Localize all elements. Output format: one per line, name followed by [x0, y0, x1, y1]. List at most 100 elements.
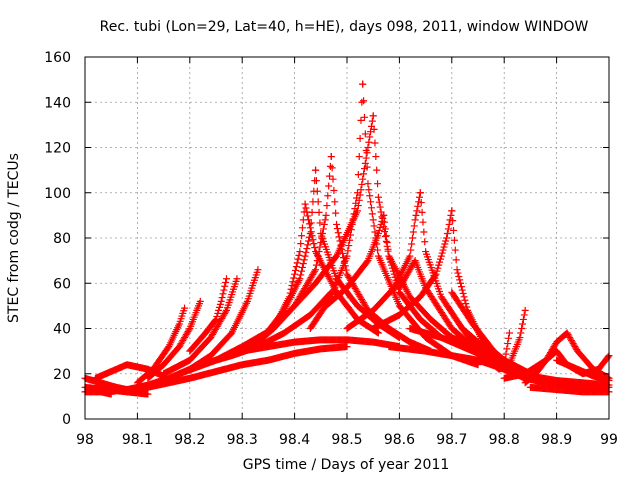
data-point — [296, 275, 304, 283]
data-point — [432, 270, 440, 278]
x-axis-label: GPS time / Days of year 2011 — [243, 457, 450, 473]
data-point — [457, 279, 465, 287]
data-point — [382, 232, 390, 240]
data-point — [308, 232, 316, 240]
data-point — [439, 246, 447, 254]
data-point — [360, 165, 368, 173]
data-point — [384, 245, 392, 253]
data-point — [370, 222, 378, 230]
data-point — [295, 251, 303, 259]
data-point — [413, 207, 421, 215]
y-tick-label: 80 — [53, 231, 71, 247]
data-point — [312, 166, 320, 174]
y-tick-label: 60 — [53, 276, 71, 292]
data-point — [452, 256, 460, 264]
data-point — [374, 193, 382, 201]
data-point — [449, 217, 457, 225]
data-point — [374, 329, 382, 337]
data-point — [373, 166, 381, 174]
data-point — [457, 283, 465, 291]
data-point — [454, 269, 462, 277]
data-point — [519, 315, 527, 323]
x-tick-label: 99 — [600, 432, 618, 448]
data-point — [356, 134, 364, 142]
data-point — [361, 159, 369, 167]
data-point — [409, 234, 416, 242]
track-series — [123, 343, 351, 396]
data-point — [385, 252, 393, 260]
data-point — [518, 325, 526, 332]
data-point — [316, 219, 324, 227]
data-point — [456, 276, 464, 284]
data-point — [451, 246, 459, 254]
track-series — [144, 297, 204, 382]
data-point — [455, 272, 463, 280]
data-point — [445, 220, 453, 228]
data-point — [360, 113, 368, 121]
data-point — [369, 112, 377, 120]
data-point — [214, 309, 222, 317]
y-tick-label: 140 — [44, 95, 71, 111]
data-point — [292, 263, 300, 271]
x-tick-label: 98.8 — [489, 432, 520, 448]
data-point — [442, 237, 450, 245]
data-point — [305, 220, 313, 228]
data-point — [309, 236, 317, 244]
data-point — [411, 216, 419, 224]
data-point — [297, 240, 305, 248]
data-point — [338, 245, 346, 253]
data-point — [503, 345, 511, 353]
data-point — [438, 249, 446, 257]
data-point — [374, 246, 382, 254]
data-point — [323, 202, 331, 210]
data-point — [215, 306, 223, 314]
data-point — [365, 138, 373, 146]
data-point — [326, 162, 334, 170]
data-point — [342, 266, 350, 274]
data-point — [370, 125, 378, 133]
data-point — [395, 334, 403, 342]
data-point — [517, 329, 525, 337]
data-point — [433, 267, 441, 275]
data-point — [366, 133, 374, 141]
data-point — [357, 186, 365, 194]
data-point — [364, 180, 372, 188]
data-point — [436, 258, 444, 266]
data-point — [221, 282, 229, 290]
data-point — [233, 275, 241, 283]
data-point — [450, 236, 458, 244]
data-point — [358, 98, 366, 106]
data-point — [444, 225, 452, 233]
data-point — [381, 218, 389, 226]
data-point — [297, 271, 305, 279]
data-point — [337, 241, 345, 249]
data-point — [361, 130, 369, 138]
data-point — [293, 259, 301, 267]
y-tick-label: 160 — [44, 50, 71, 66]
data-point — [299, 260, 307, 268]
data-point — [367, 198, 375, 206]
data-point — [321, 216, 329, 224]
y-axis-label: STEC from codg / TECUs — [6, 153, 22, 323]
data-point — [216, 300, 224, 308]
data-point — [300, 256, 308, 264]
data-point — [196, 297, 204, 305]
y-tick-label: 120 — [44, 141, 71, 157]
data-point — [505, 329, 513, 337]
x-tick-label: 98.1 — [122, 432, 153, 448]
data-point — [291, 266, 299, 274]
data-point — [355, 153, 363, 161]
track-series — [322, 211, 388, 310]
data-point — [311, 267, 319, 275]
data-point — [388, 261, 396, 269]
x-tick-label: 98.3 — [227, 432, 258, 448]
data-point — [435, 261, 443, 269]
x-tick-labels: 98 98.1 98.2 98.3 98.4 98.5 98.6 98.7 98.8 98.9 99 — [76, 432, 618, 448]
data-point — [365, 186, 373, 194]
data-point — [406, 252, 414, 260]
data-point — [360, 97, 368, 105]
data-point — [290, 274, 298, 282]
data-point — [302, 248, 310, 256]
track-series — [249, 200, 309, 351]
data-point — [386, 255, 394, 263]
